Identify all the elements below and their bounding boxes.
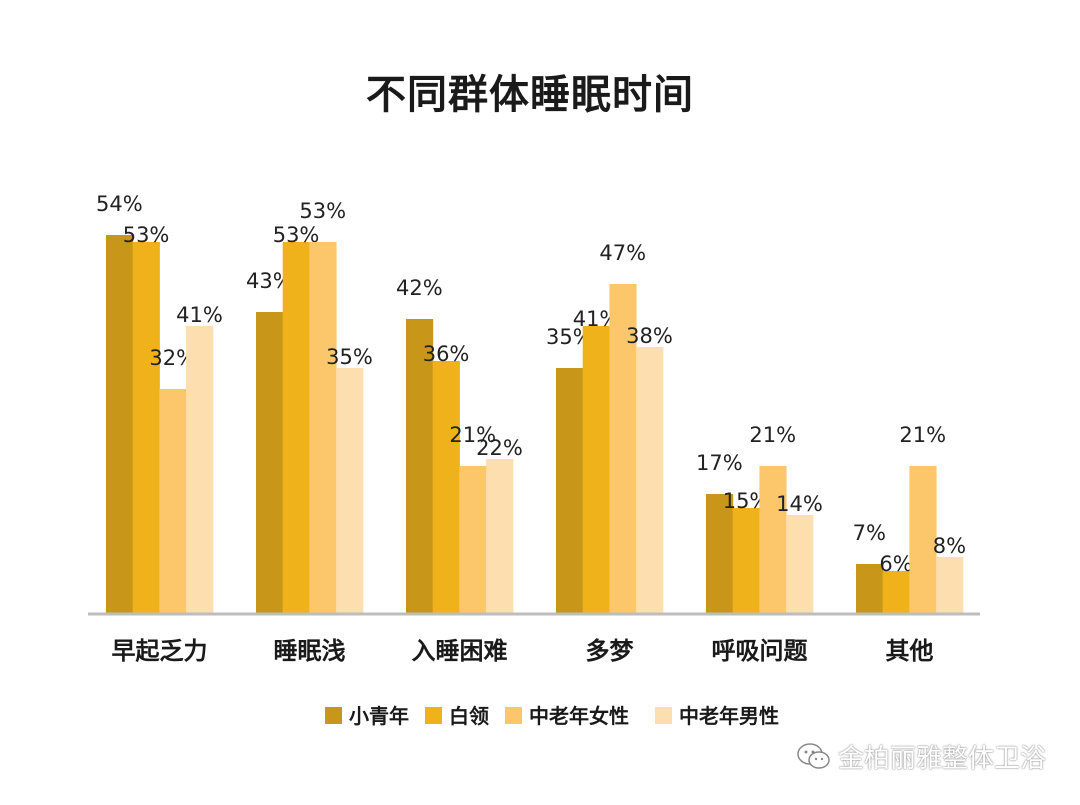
- legend-label: 小青年: [349, 704, 409, 728]
- data-label: 17%: [696, 451, 743, 475]
- bar-3-1: [159, 389, 187, 613]
- bar-1-5: [706, 494, 734, 613]
- data-label: 38%: [626, 324, 673, 348]
- data-label: 53%: [299, 199, 346, 223]
- bar-2-2: [282, 242, 310, 613]
- data-label: 53%: [123, 223, 170, 247]
- data-label: 35%: [326, 345, 373, 369]
- bar-4-6: [936, 557, 964, 613]
- legend-swatch: [325, 707, 342, 724]
- legend-label: 白领: [449, 704, 489, 728]
- bar-2-5: [732, 508, 760, 613]
- data-label: 14%: [776, 492, 823, 516]
- bar-4-4: [636, 347, 664, 613]
- x-tick-label: 早起乏力: [112, 637, 208, 665]
- data-label: 6%: [879, 552, 912, 576]
- bar-2-1: [132, 242, 160, 613]
- legend-swatch: [505, 707, 522, 724]
- bar-4-5: [786, 515, 814, 613]
- bar-4-3: [486, 459, 514, 613]
- legend-label: 中老年男性: [679, 704, 779, 728]
- data-label: 8%: [933, 534, 966, 558]
- bar-2-6: [882, 571, 910, 613]
- data-label: 21%: [749, 423, 796, 447]
- x-tick-label: 呼吸问题: [712, 637, 808, 665]
- data-label: 47%: [599, 241, 646, 265]
- bar-4-1: [186, 326, 214, 613]
- legend-label: 中老年女性: [529, 704, 629, 728]
- bar-3-5: [759, 466, 787, 613]
- data-label: 7%: [853, 521, 886, 545]
- data-label: 42%: [396, 276, 443, 300]
- bar-3-6: [909, 466, 937, 613]
- bar-1-1: [106, 235, 134, 613]
- bar-2-3: [432, 361, 460, 613]
- x-tick-label: 其他: [886, 637, 934, 665]
- x-tick-label: 睡眠浅: [274, 637, 346, 665]
- chart-title: 不同群体睡眠时间: [366, 72, 694, 118]
- bar-3-2: [309, 242, 337, 613]
- data-label: 21%: [449, 423, 496, 447]
- bar-2-4: [582, 326, 610, 613]
- data-label: 54%: [96, 192, 143, 216]
- watermark-text: 金柏丽雅整体卫浴: [837, 744, 1046, 774]
- x-tick-label: 多梦: [586, 637, 635, 665]
- bar-1-6: [856, 564, 884, 613]
- bar-1-2: [256, 312, 284, 613]
- legend-swatch: [425, 707, 442, 724]
- bar-3-3: [459, 466, 487, 613]
- bar-1-3: [406, 319, 434, 613]
- wechat-icon: [797, 742, 830, 769]
- bar-3-4: [609, 284, 637, 613]
- legend-swatch: [655, 707, 672, 724]
- data-label: 21%: [899, 423, 946, 447]
- watermark: 金柏丽雅整体卫浴: [796, 738, 1046, 775]
- data-label: 41%: [176, 303, 223, 327]
- data-label: 36%: [423, 342, 470, 366]
- bar-1-4: [556, 368, 584, 613]
- bar-4-2: [336, 368, 364, 613]
- x-tick-label: 入睡困难: [412, 637, 508, 665]
- data-label: 22%: [476, 436, 523, 460]
